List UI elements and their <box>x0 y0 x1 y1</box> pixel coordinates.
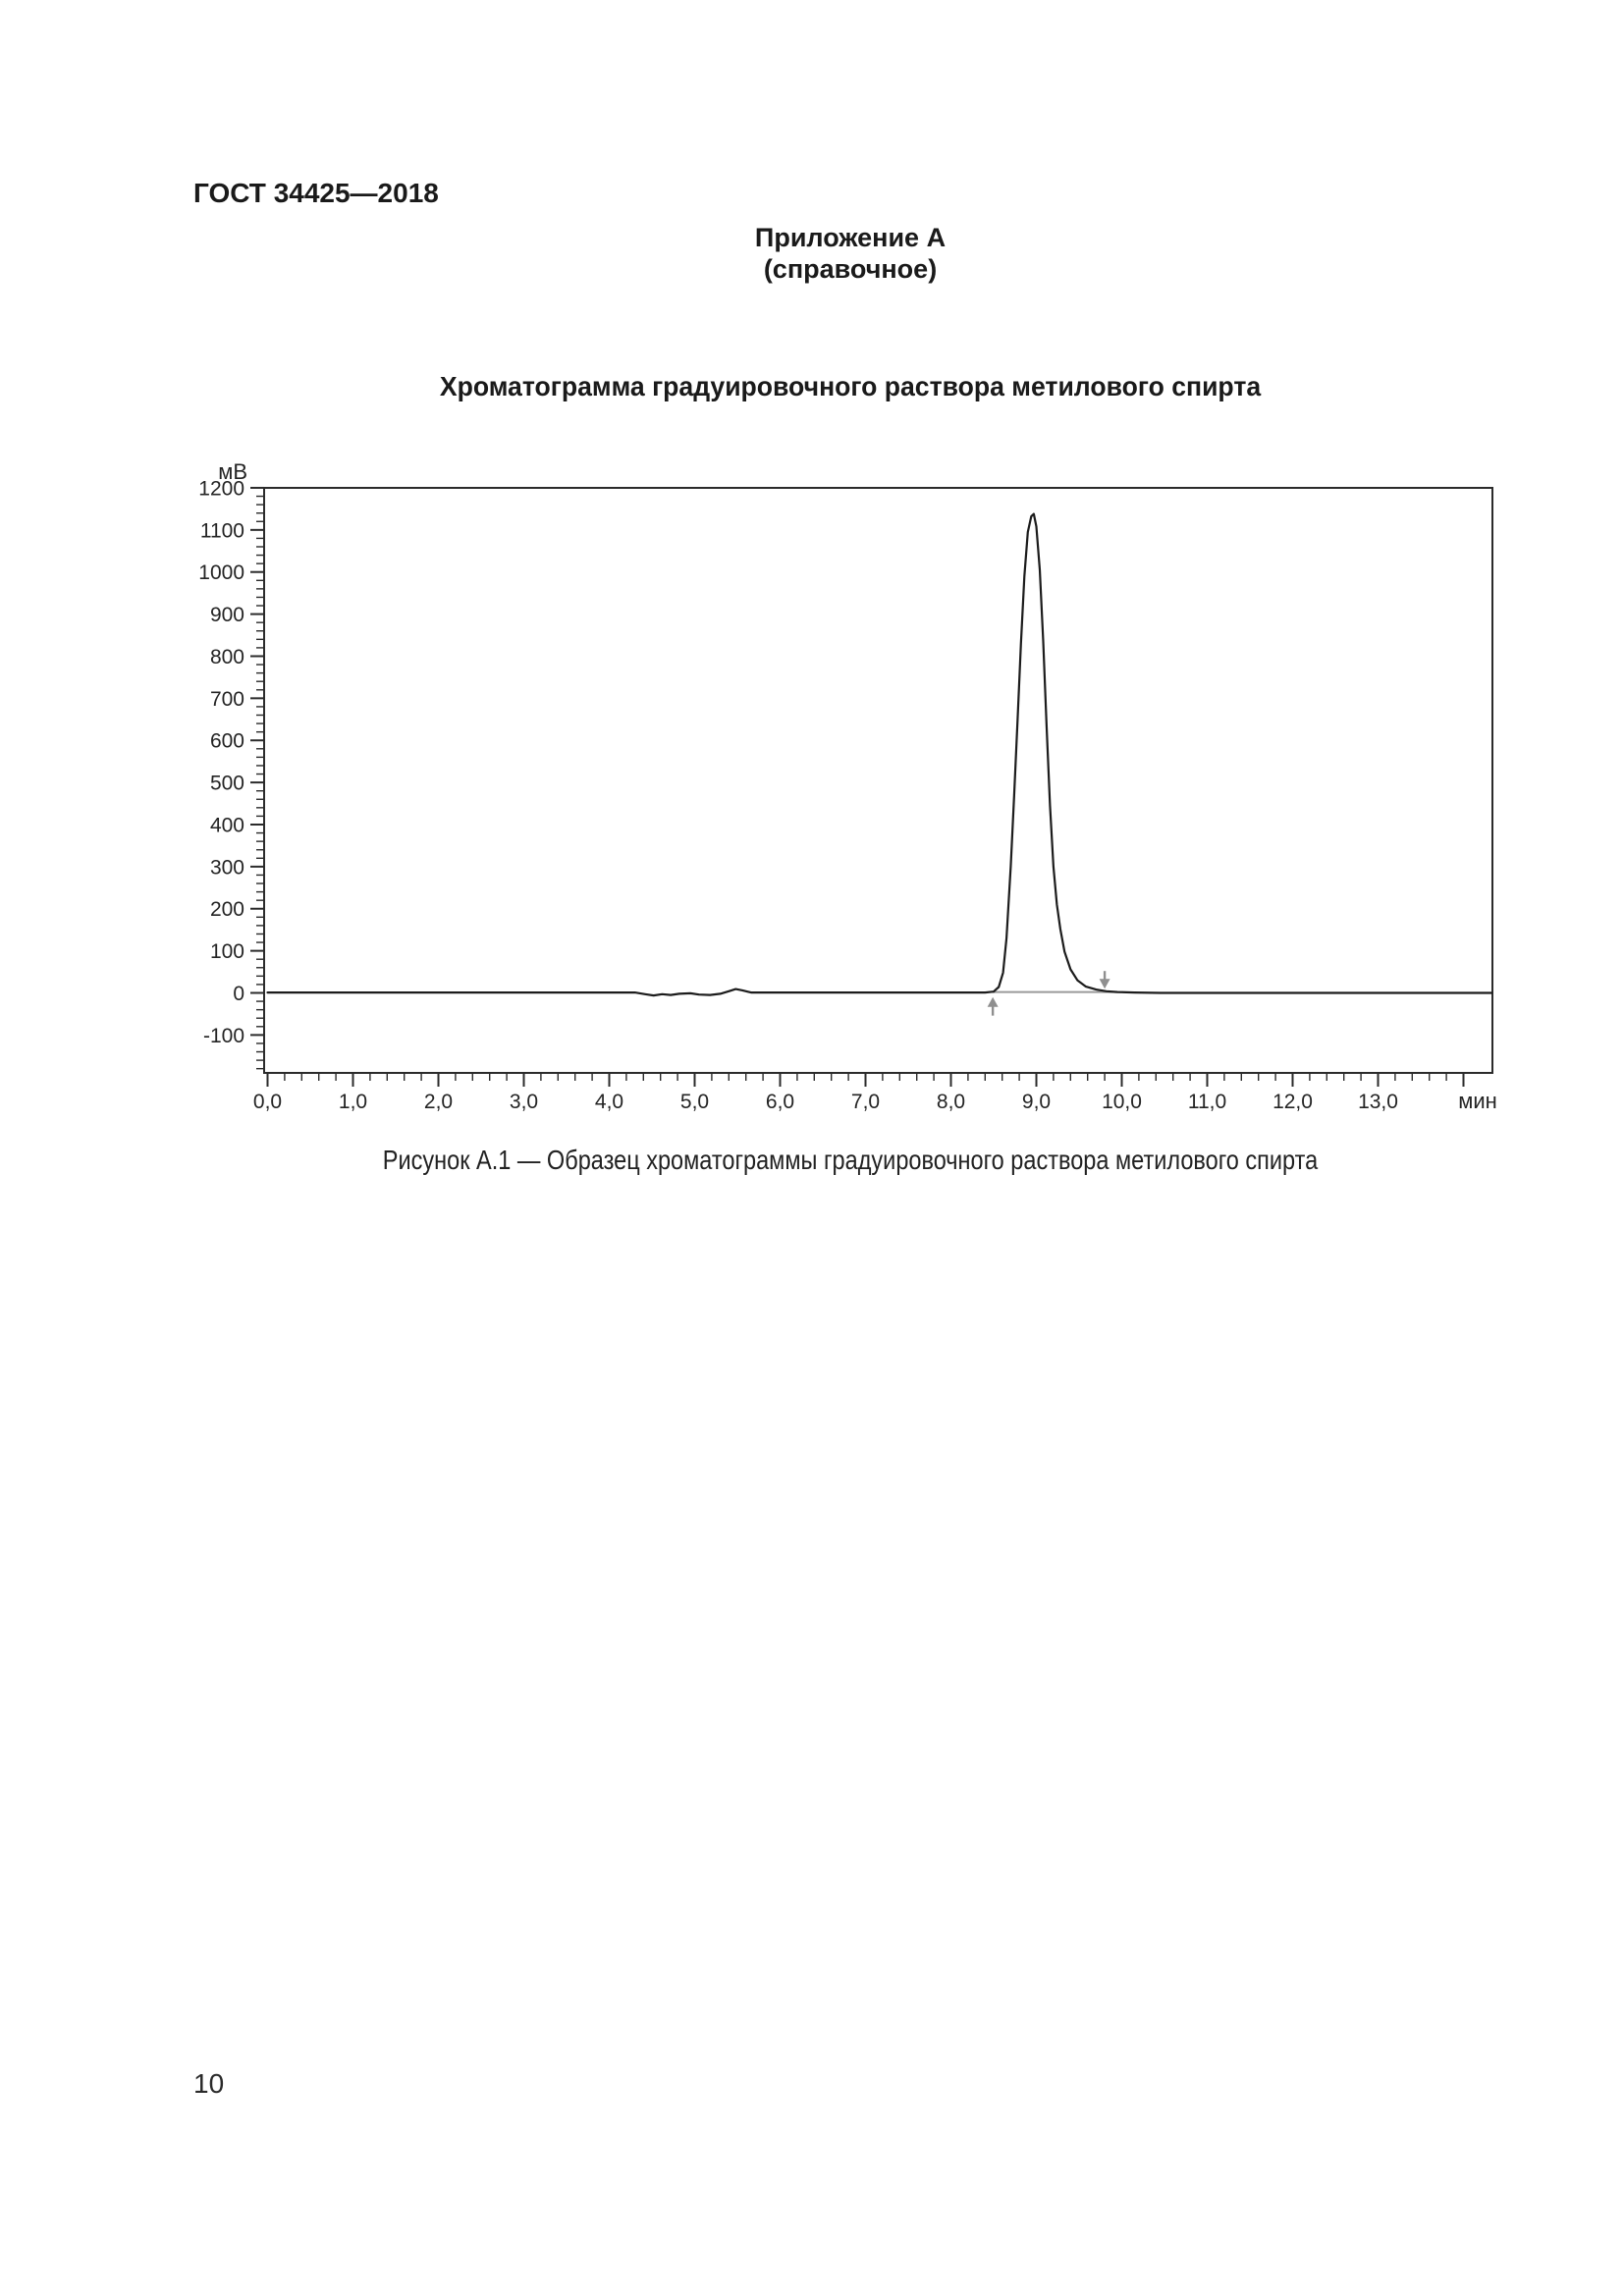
svg-text:5,0: 5,0 <box>680 1091 709 1113</box>
svg-text:мин: мин <box>1458 1089 1497 1113</box>
svg-text:700: 700 <box>210 688 244 711</box>
peak-end-arrow <box>1099 971 1110 989</box>
svg-text:8,0: 8,0 <box>937 1091 965 1113</box>
svg-text:0: 0 <box>233 983 244 1005</box>
x-axis-unit-label: мин <box>1458 1089 1497 1113</box>
figure-caption: Рисунок А.1 — Образец хроматограммы град… <box>382 1145 1319 1175</box>
y-axis-ticks <box>250 486 264 1070</box>
chromatogram-chart: 1200110010009008007006005004003002001000… <box>198 459 1497 1113</box>
svg-text:мВ: мВ <box>218 459 247 484</box>
svg-text:600: 600 <box>210 730 244 753</box>
y-axis-tick-labels: 1200110010009008007006005004003002001000… <box>198 477 244 1046</box>
plot-border <box>263 487 1493 1074</box>
svg-text:900: 900 <box>210 604 244 626</box>
document-header: ГОСТ 34425—2018 <box>193 178 439 208</box>
svg-text:13,0: 13,0 <box>1358 1091 1398 1113</box>
appendix-subtitle: (справочное) <box>763 254 938 284</box>
signal-trace <box>266 512 1493 997</box>
svg-text:2,0: 2,0 <box>424 1091 453 1113</box>
svg-text:9,0: 9,0 <box>1022 1091 1051 1113</box>
svg-text:1200: 1200 <box>198 477 244 500</box>
svg-text:1,0: 1,0 <box>339 1091 367 1113</box>
figure-title-row: Хроматограмма градуировочного раствора м… <box>418 371 1282 402</box>
figure-title: Хроматограмма градуировочного раствора м… <box>439 371 1262 401</box>
svg-text:12,0: 12,0 <box>1272 1091 1313 1113</box>
svg-text:-100: -100 <box>203 1025 244 1047</box>
svg-text:7,0: 7,0 <box>851 1091 880 1113</box>
svg-text:11,0: 11,0 <box>1188 1091 1226 1113</box>
appendix-title: Приложение А <box>754 223 947 252</box>
y-axis-unit-label: мВ <box>218 459 247 484</box>
svg-text:10,0: 10,0 <box>1102 1091 1142 1113</box>
svg-text:0,0: 0,0 <box>253 1091 282 1113</box>
x-axis-ticks <box>266 1073 1465 1087</box>
svg-text:300: 300 <box>210 856 244 879</box>
page-number: 10 <box>193 2068 225 2099</box>
svg-text:1000: 1000 <box>198 561 244 584</box>
x-axis-tick-labels: 0,0 1,0 2,0 3,0 4,0 5,0 6,0 7,0 8,0 9,0 10,0 11,0 12… <box>253 1091 1398 1113</box>
svg-text:3,0: 3,0 <box>510 1091 538 1113</box>
svg-text:6,0: 6,0 <box>766 1091 794 1113</box>
peak-start-arrow <box>987 996 999 1016</box>
svg-text:200: 200 <box>210 898 244 921</box>
svg-text:500: 500 <box>210 773 244 795</box>
svg-text:4,0: 4,0 <box>595 1091 623 1113</box>
svg-text:100: 100 <box>210 940 244 963</box>
svg-text:800: 800 <box>210 646 244 668</box>
figure-caption-row: Рисунок А.1 — Образец хроматограммы град… <box>294 1145 1407 1176</box>
svg-text:1100: 1100 <box>200 519 244 542</box>
svg-text:400: 400 <box>210 814 244 836</box>
